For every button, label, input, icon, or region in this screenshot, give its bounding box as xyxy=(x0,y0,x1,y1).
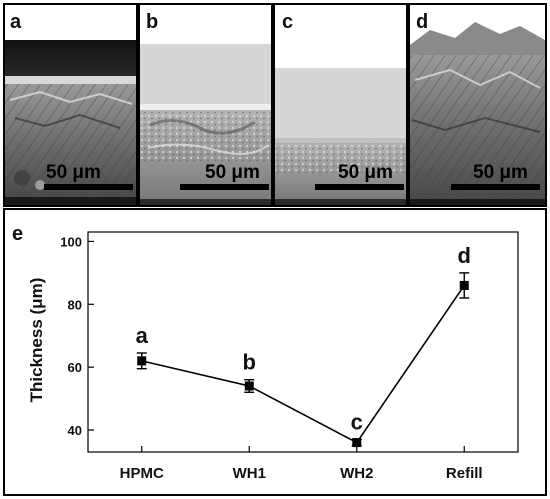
series-line xyxy=(141,284,465,444)
panel-letter-d: d xyxy=(416,11,428,33)
sem-panel-c: c 50 μm xyxy=(273,3,408,207)
scale-label-a: 50 μm xyxy=(46,162,101,183)
point-label: a xyxy=(136,323,149,348)
point-label: d xyxy=(458,243,471,268)
y-tick-label: 100 xyxy=(60,234,82,249)
scale-bar-b xyxy=(180,184,269,190)
scale-bar-d xyxy=(451,184,540,190)
sem-panel-b: b 50 μm xyxy=(138,3,273,207)
x-tick-label: HPMC xyxy=(120,465,164,482)
panel-letter-a: a xyxy=(10,11,22,33)
point-label: c xyxy=(351,409,363,434)
data-point xyxy=(137,356,147,366)
chart-panel-frame xyxy=(3,208,547,496)
scale-bar-a xyxy=(44,184,133,190)
chart-panel-e: e Thickness (μm) 40 60 80 100 HPMC WH1 WH2 Refi… xyxy=(3,208,547,496)
y-tick-label: 60 xyxy=(68,360,82,375)
y-tick-label: 40 xyxy=(68,423,82,438)
scale-label-c: 50 μm xyxy=(338,162,393,183)
data-point xyxy=(352,438,362,448)
sem-panel-a: a 50 μm xyxy=(3,3,138,207)
scale-label-d: 50 μm xyxy=(473,162,528,183)
panel-letter-b: b xyxy=(146,11,158,33)
sem-panel-d: d 50 μm xyxy=(408,3,547,207)
data-point xyxy=(459,280,469,290)
point-label: b xyxy=(243,350,256,375)
y-axis-label: Thickness (μm) xyxy=(27,278,46,403)
scale-bar-c xyxy=(315,184,404,190)
plot-marks: 40 60 80 100 HPMC WH1 WH2 Refill a b c d xyxy=(60,234,482,482)
x-tick-label: Refill xyxy=(446,465,483,482)
plot-area xyxy=(87,231,519,453)
x-tick-label: WH1 xyxy=(233,465,266,482)
panel-letter-c: c xyxy=(282,11,293,33)
x-tick-label: WH2 xyxy=(340,465,373,482)
data-point xyxy=(244,381,254,391)
panel-letter-e: e xyxy=(12,223,23,245)
scale-label-b: 50 μm xyxy=(205,162,260,183)
y-tick-label: 80 xyxy=(68,297,82,312)
